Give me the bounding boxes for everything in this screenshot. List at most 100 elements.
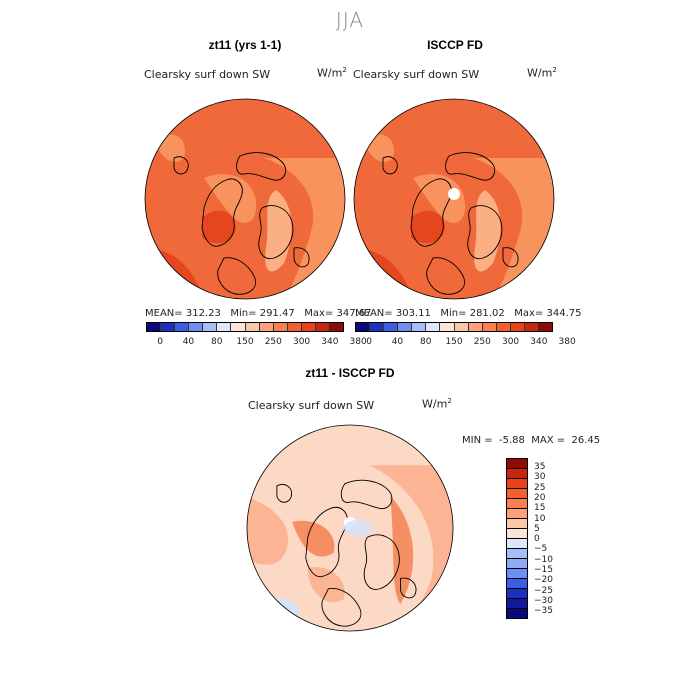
coastline [321,588,362,627]
colorbar-swatch [524,323,540,331]
colorbar-tick-label: −5 [534,544,548,555]
colorbar-swatch [507,609,527,619]
map-region [413,174,466,223]
colorbar-obs [355,322,553,332]
colorbar-swatch [507,479,527,489]
colorbar-swatch [507,519,527,529]
colorbar-swatch [507,569,527,579]
map-region [411,210,445,244]
map-region [247,496,288,565]
min-value: -5.88 [498,435,525,446]
map-region [344,520,372,536]
coastline [293,247,310,268]
colorbar-swatch [507,579,527,589]
stats-model: MEAN= 312.23 Min= 291.47 Max= 347.67 [145,308,372,319]
polar-map-difference [246,424,454,632]
coastline [340,479,393,510]
colorbar-tick-label: 380 [558,337,576,347]
colorbar-swatch [301,323,316,331]
colorbar-swatch [507,509,527,519]
min-label: Min= [440,308,467,319]
colorbar-tick-label: 40 [182,337,195,347]
colorbar-swatch [330,323,344,331]
colorbar-swatch [259,323,274,331]
coastline [400,577,417,599]
coastline [258,205,294,260]
unit-exp: 2 [447,397,452,405]
colorbar-swatch [426,323,441,331]
colorbar-swatch [539,323,553,331]
colorbar-tick-label: 15 [534,503,546,514]
colorbar-swatch [507,539,527,549]
colorbar-swatch [161,323,176,331]
min-value: 291.47 [259,308,295,319]
colorbar-swatch [454,323,469,331]
colorbar-swatch [468,323,483,331]
min-label: MIN = [462,435,493,446]
colorbar-swatch [507,599,527,609]
stats-obs: MEAN= 303.11 Min= 281.02 Max= 344.75 [355,308,582,319]
colorbar-swatch [245,323,260,331]
colorbar-tick-label: 80 [419,337,432,347]
colorbar-swatch [356,323,371,331]
colorbar-tick-label: 0 [157,337,164,347]
unit-label-obs: W/m2 [527,66,557,80]
colorbar-swatch [507,549,527,559]
max-label: MAX = [531,435,566,446]
colorbar-swatch [398,323,413,331]
diff-panel-title: zt11 - ISCCP FD [305,366,395,380]
colorbar-tick-label: −35 [534,606,553,617]
map-outline [246,424,454,632]
map-region [202,210,236,244]
colorbar-tick-label: 20 [534,492,546,503]
colorbar-tick-label: 150 [236,337,254,347]
max-label: Max= [304,308,334,319]
colorbar-tick-label: 380 [349,337,367,347]
colorbar-tick-label: 150 [445,337,463,347]
coastline [201,178,243,247]
diff-colorbar-labels: 35 30 25 20 15 10 5 0 −5 −10 −15 −20 −25 −30 −35 [534,458,574,623]
max-value: 347.67 [336,308,372,319]
polar-map-obs [353,98,555,300]
colorbar-swatch [482,323,497,331]
colorbar-swatch [507,589,527,599]
unit-label-model: W/m2 [317,66,347,80]
colorbar-swatch [507,529,527,539]
colorbar-ticks-model: 0 40 80 150 250 300 340 380 [146,337,366,349]
coastline [305,507,348,578]
diff-stats: MIN = -5.88 MAX = 26.45 [462,435,600,446]
colorbar-tick-label: 250 [473,337,491,347]
polar-data-gap [448,188,460,200]
map-region [390,496,414,605]
colorbar-tick-label: 25 [534,482,546,493]
colorbar-swatch [147,323,162,331]
colorbar-swatch [384,323,399,331]
mean-value: 303.11 [395,308,431,319]
colorbar-tick-label: −20 [534,575,553,586]
max-label: Max= [514,308,544,319]
mean-label: MEAN= [355,308,393,319]
colorbar-swatch [507,499,527,509]
colorbar-tick-label: 340 [530,337,548,347]
unit-base: W/m [422,397,448,411]
colorbar-swatch [507,559,527,569]
variable-label-obs: Clearsky surf down SW [353,68,480,81]
unit-base: W/m [317,66,343,80]
colorbar-swatch [370,323,385,331]
colorbar-swatch [507,459,527,469]
colorbar-tick-label: 340 [321,337,339,347]
colorbar-swatch [203,323,218,331]
diff-variable-label: Clearsky surf down SW [248,399,375,412]
colorbar-tick-label: 30 [534,472,546,483]
panel-title-model: zt11 (yrs 1-1) [208,38,282,52]
diff-unit-label: W/m2 [422,397,452,411]
coastline [276,484,293,503]
colorbar-tick-label: −25 [534,585,553,596]
map-region [292,520,335,557]
colorbar-tick-label: 0 [366,337,373,347]
colorbar-tick-label: 300 [501,337,520,347]
colorbar-tick-label: 250 [264,337,282,347]
colorbar-tick-label: −10 [534,554,553,565]
coastline [502,247,519,268]
variable-label-model: Clearsky surf down SW [144,68,271,81]
